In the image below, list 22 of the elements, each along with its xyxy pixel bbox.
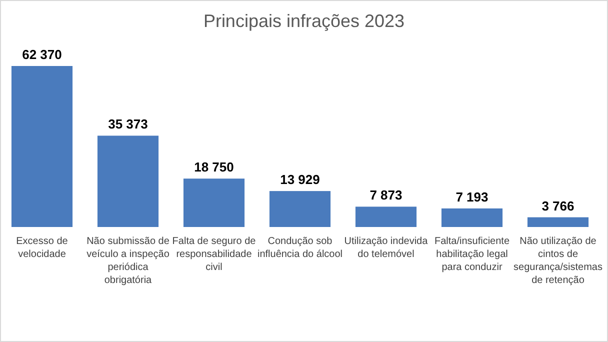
bar bbox=[441, 208, 503, 227]
data-label: 35 373 bbox=[108, 116, 148, 132]
data-label: 7 873 bbox=[370, 188, 402, 203]
data-label: 18 750 bbox=[194, 160, 234, 175]
bar bbox=[97, 136, 159, 227]
chart-title: Principais infrações 2023 bbox=[203, 11, 405, 31]
x-tick-label: Excesso de velocidade bbox=[16, 236, 68, 260]
x-tick-label: Não utilização de cintos de segurança/sistemas de retenção bbox=[514, 236, 602, 286]
bar bbox=[183, 178, 245, 227]
data-label: 62 370 bbox=[22, 47, 62, 62]
data-label: 3 766 bbox=[542, 198, 574, 214]
data-label: 13 929 bbox=[280, 172, 320, 188]
bar bbox=[527, 217, 589, 227]
x-tick-label: Falta/insuficiente habilitação legal para conduzir bbox=[434, 236, 510, 273]
x-tick-label: Não submissão de veículo a inspeção periódica obrigatória bbox=[86, 236, 170, 286]
x-tick-label: Condução sob influência do álcool bbox=[257, 236, 343, 260]
bar bbox=[355, 206, 417, 227]
bar bbox=[11, 66, 73, 227]
bar bbox=[269, 191, 331, 227]
x-tick-label: Utilização indevida do telemóvel bbox=[344, 236, 428, 260]
x-tick-label: Falta de seguro de responsabilidade civil bbox=[172, 236, 256, 273]
data-label: 7 193 bbox=[456, 189, 488, 204]
